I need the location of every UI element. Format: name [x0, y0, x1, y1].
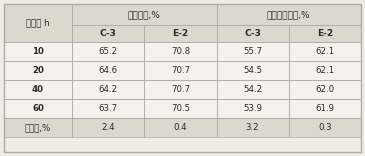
Bar: [289, 25, 361, 42]
Bar: [216, 80, 289, 99]
Text: 63.7: 63.7: [99, 104, 118, 113]
Bar: [144, 25, 216, 42]
Text: C-3: C-3: [244, 29, 261, 38]
Bar: [72, 4, 216, 25]
Bar: [289, 80, 361, 99]
Bar: [72, 4, 216, 25]
Text: 苯转化率,%: 苯转化率,%: [128, 10, 161, 19]
Text: 70.8: 70.8: [171, 47, 190, 56]
Text: 70.7: 70.7: [171, 85, 190, 94]
Bar: [289, 118, 361, 137]
Bar: [216, 42, 289, 61]
Bar: [144, 25, 216, 42]
Text: 54.2: 54.2: [243, 85, 262, 94]
Text: 64.2: 64.2: [99, 85, 118, 94]
Text: E-2: E-2: [172, 29, 188, 38]
Text: 40: 40: [32, 85, 44, 94]
Bar: [216, 25, 289, 42]
Bar: [216, 118, 289, 137]
Bar: [4, 4, 72, 42]
Bar: [4, 99, 72, 118]
Bar: [144, 80, 216, 99]
Bar: [72, 42, 144, 61]
Bar: [4, 80, 72, 99]
Bar: [4, 42, 72, 61]
Bar: [72, 42, 144, 61]
Bar: [216, 61, 289, 80]
Text: 60: 60: [32, 104, 44, 113]
Bar: [216, 4, 361, 25]
Bar: [289, 25, 361, 42]
Bar: [72, 25, 144, 42]
Bar: [289, 99, 361, 118]
Text: 54.5: 54.5: [243, 66, 262, 75]
Bar: [144, 42, 216, 61]
Text: C-3: C-3: [100, 29, 116, 38]
Bar: [289, 42, 361, 61]
Text: 65.2: 65.2: [99, 47, 118, 56]
Bar: [4, 80, 72, 99]
Bar: [4, 99, 72, 118]
Text: 62.1: 62.1: [315, 66, 334, 75]
Bar: [4, 118, 72, 137]
Text: 53.9: 53.9: [243, 104, 262, 113]
Text: E-2: E-2: [317, 29, 333, 38]
Bar: [289, 118, 361, 137]
Bar: [289, 80, 361, 99]
Text: 62.0: 62.0: [315, 85, 334, 94]
Text: 时间， h: 时间， h: [26, 19, 50, 27]
Bar: [72, 25, 144, 42]
Bar: [216, 99, 289, 118]
Bar: [216, 42, 289, 61]
Text: 70.5: 70.5: [171, 104, 190, 113]
Bar: [216, 118, 289, 137]
Bar: [72, 80, 144, 99]
Bar: [216, 61, 289, 80]
Text: 3.2: 3.2: [246, 123, 260, 132]
Bar: [72, 118, 144, 137]
Bar: [4, 42, 72, 61]
Bar: [216, 25, 289, 42]
Bar: [72, 61, 144, 80]
Bar: [289, 61, 361, 80]
Bar: [72, 118, 144, 137]
Bar: [72, 99, 144, 118]
Bar: [4, 61, 72, 80]
Bar: [289, 61, 361, 80]
Text: 2.4: 2.4: [101, 123, 115, 132]
Bar: [144, 118, 216, 137]
Bar: [289, 99, 361, 118]
Bar: [289, 42, 361, 61]
Bar: [4, 4, 72, 42]
Text: 70.7: 70.7: [171, 66, 190, 75]
Text: 20: 20: [32, 66, 44, 75]
Bar: [4, 118, 72, 137]
Bar: [216, 99, 289, 118]
Bar: [144, 99, 216, 118]
Text: 64.6: 64.6: [99, 66, 118, 75]
Bar: [4, 61, 72, 80]
Bar: [144, 99, 216, 118]
Text: 55.7: 55.7: [243, 47, 262, 56]
Bar: [144, 118, 216, 137]
Text: 61.9: 61.9: [315, 104, 334, 113]
Text: 10: 10: [32, 47, 44, 56]
Bar: [72, 80, 144, 99]
Bar: [216, 80, 289, 99]
Text: 0.3: 0.3: [318, 123, 332, 132]
Bar: [144, 61, 216, 80]
Bar: [144, 61, 216, 80]
Text: 0.4: 0.4: [174, 123, 187, 132]
Bar: [144, 80, 216, 99]
Bar: [216, 4, 361, 25]
Bar: [72, 61, 144, 80]
Text: 降低率,%: 降低率,%: [25, 123, 51, 132]
Text: 62.1: 62.1: [315, 47, 334, 56]
Bar: [144, 42, 216, 61]
Bar: [72, 99, 144, 118]
Text: 环己烯选择性,%: 环己烯选择性,%: [267, 10, 311, 19]
